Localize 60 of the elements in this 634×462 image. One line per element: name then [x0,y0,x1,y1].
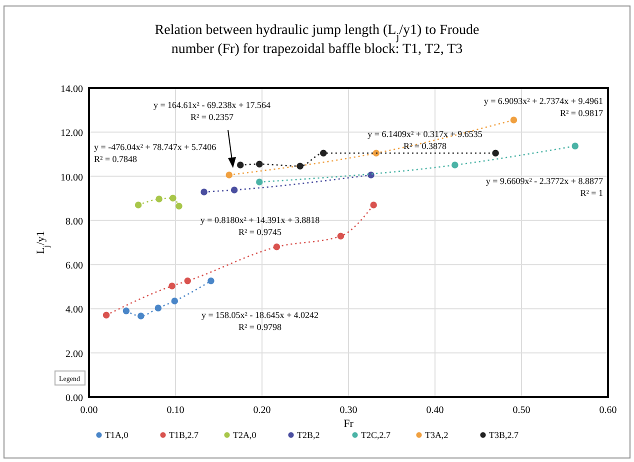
point [337,232,344,240]
chart-title: Relation between hydraulic jump length (L$_{j}$/y1) to Froude number (Fr) for trapezoidal baffle block: T1, T2, T3 [154,23,480,57]
y-tick-label: 10.00 [60,172,83,184]
point [171,298,178,304]
point [368,172,374,178]
legend-label: T3A,2 [425,430,448,440]
point [184,278,191,284]
point [256,160,263,168]
point [572,142,579,150]
point [208,278,214,284]
y-tick-label: 2.00 [66,348,83,360]
x-tick-label: 0.00 [80,405,98,416]
y-tick-label: 12.00 [60,128,83,140]
x-tick-label: 0.10 [166,405,184,416]
point [296,162,304,170]
annotation: y = 9.6609x² - 2.3772x + 8.8877 R² = 1 [486,176,604,198]
legend-label: T2C,2.7 [361,430,391,440]
annotation: y = 158.05x² - 18.645x + 4.0242 R² = 0.9798 [201,310,319,332]
x-tick-label: 0.20 [253,405,271,416]
point [320,150,327,156]
x-tick-label: 0.40 [426,405,444,416]
annotation: y = 6.1409x² + 0.317x + 9.6535 R² = 0.3878 [368,129,483,151]
point [156,196,162,202]
point [134,202,142,208]
legend-label: T2A,0 [233,430,257,440]
point [492,150,499,156]
point [452,162,458,168]
point [510,116,518,124]
x-tick-label: 0.50 [512,405,530,416]
point [256,178,263,186]
point [200,188,208,196]
annotation: y = 6.9093x² + 2.7374x + 9.4961 R² = 0.9817 [484,96,604,118]
x-tick-label: 0.30 [340,405,358,416]
legend-label: T2B,2 [297,430,320,440]
y-tick-label: 0.00 [66,393,83,404]
legend-label: T1A,0 [105,430,129,440]
point [226,172,233,178]
annotation: y = 0.8180x² + 14.391x + 3.8818 R² = 0.9745 [200,215,320,237]
point [370,202,377,208]
point [372,150,380,156]
point [122,308,130,314]
point [102,312,110,318]
point [154,304,162,312]
y-tick-label: 6.00 [66,260,83,272]
point [138,312,144,320]
y-tick-label: 8.00 [66,216,83,228]
point [273,244,280,250]
legend-label: T1B,2.7 [169,430,199,440]
y-tick-label: 4.00 [66,304,83,316]
y-tick-label: 14.00 [60,84,83,95]
annotation: y = 164.61x² - 69.238x + 17.564 R² = 0.2357 [153,100,272,122]
annotation: y = -476.04x² + 78.747x + 5.7406 R² = 0.7848 [94,142,217,164]
point [230,186,238,194]
x-tick-label: 0.60 [599,405,617,416]
point [176,202,182,210]
point [236,162,244,168]
legend-label: T3B,2.7 [489,430,519,440]
point [170,194,176,202]
point [168,282,176,290]
x-axis-title: Fr [344,418,354,430]
